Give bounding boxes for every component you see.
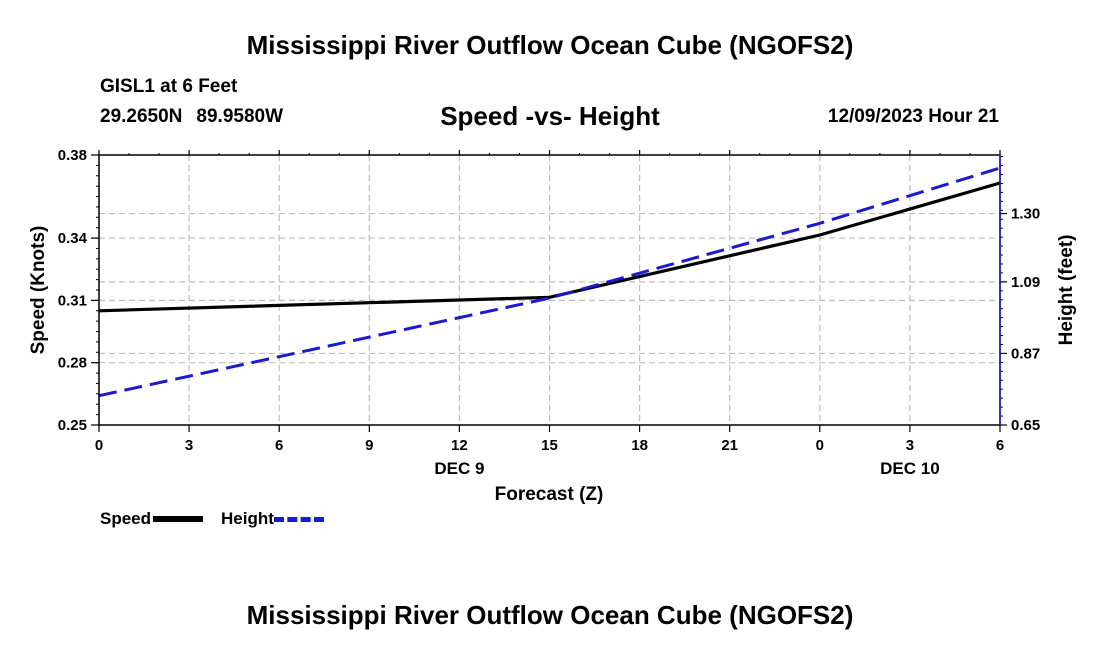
forecast-datetime: 12/09/2023 Hour 21 (827, 106, 999, 127)
grid-lines (99, 155, 1000, 425)
y2-tick-label: 0.65 (1011, 417, 1040, 434)
legend-height-label: Height (221, 509, 274, 528)
x-tick-label: 21 (721, 437, 738, 454)
height-series-line (98, 166, 1001, 398)
x-axis-title: Forecast (Z) (495, 484, 604, 505)
coordinates: 29.2650N 89.9580W (100, 106, 283, 128)
x-tick-label: 3 (906, 437, 914, 454)
y2-tick-label: 1.09 (1011, 274, 1040, 291)
y-tick-label: 0.28 (58, 355, 87, 372)
longitude: 89.9580W (196, 106, 284, 127)
y-axis-title: Speed (Knots) (28, 226, 49, 355)
y-tick-label: 0.34 (58, 230, 88, 247)
legend-height-swatch (273, 516, 324, 522)
speed-series-line (98, 181, 1001, 313)
x-tick-label: 6 (275, 437, 283, 454)
x-tick-label: 12 (451, 437, 468, 454)
x-tick-label: 6 (996, 437, 1004, 454)
x-tick-label: 18 (631, 437, 648, 454)
chart-subtitle: Speed -vs- Height (440, 101, 660, 131)
x-tick-label: 9 (365, 437, 373, 454)
series-lines (98, 166, 1001, 398)
legend-speed-swatch (153, 516, 204, 522)
x-tick-label: 0 (816, 437, 824, 454)
x-tick-label: 15 (541, 437, 558, 454)
y2-tick-label: 1.30 (1011, 206, 1040, 223)
y2-tick-label: 0.87 (1011, 345, 1040, 362)
legend-speed-label: Speed (100, 509, 152, 528)
x-tick-label: 3 (185, 437, 193, 454)
date-label: DEC 10 (880, 459, 940, 478)
y-tick-label: 0.25 (58, 417, 87, 434)
chart-title: Mississippi River Outflow Ocean Cube (NG… (246, 30, 854, 60)
y-tick-label: 0.31 (58, 292, 87, 309)
legend: Speed Height (100, 509, 324, 529)
footer-title: Mississippi River Outflow Ocean Cube (NG… (246, 600, 854, 630)
x-tick-label: 0 (95, 437, 103, 454)
date-label: DEC 9 (434, 459, 484, 478)
station-label: GISL1 at 6 Feet (100, 76, 238, 97)
axes: 0 3 6 9 12 15 18 21 0 3 6 DEC 9 DEC 10 0.25 0.28 0.31 0.… (58, 147, 1040, 478)
latitude: 29.2650N (100, 106, 183, 127)
speed-height-chart: 0 3 6 9 12 15 18 21 0 3 6 DEC 9 DEC 10 0.25 0.28 0.31 0.… (28, 147, 1077, 505)
y2-axis-title: Height (feet) (1056, 235, 1077, 346)
y-tick-label: 0.38 (58, 147, 87, 164)
